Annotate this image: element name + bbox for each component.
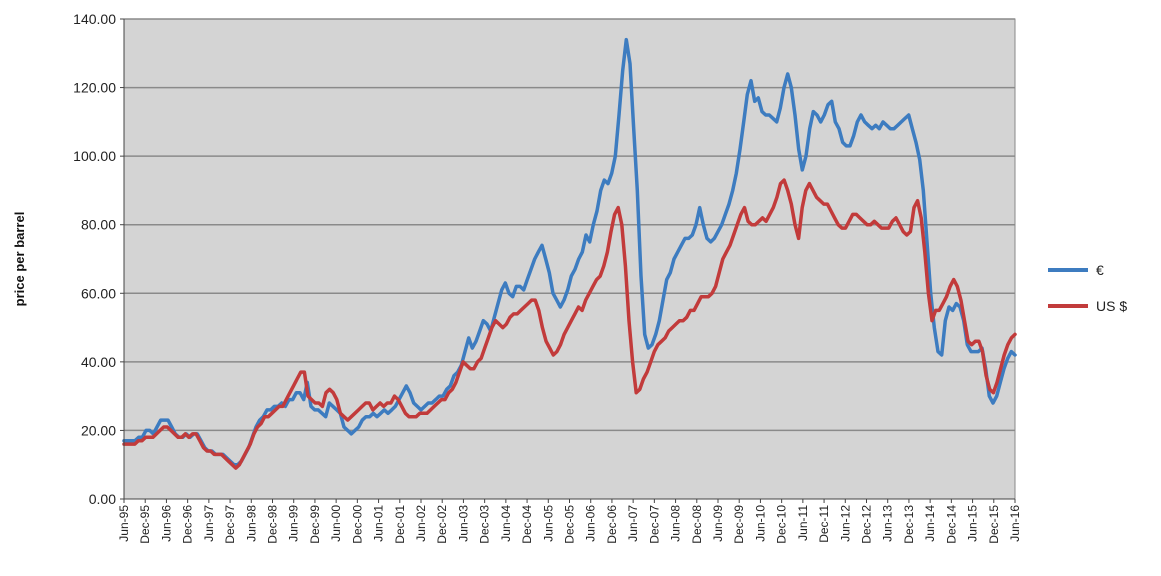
y-tick-label: 0.00 [89, 491, 116, 507]
y-tick-label: 20.00 [81, 422, 116, 438]
x-tick-label: Dec-08 [690, 505, 704, 544]
grid-lines [124, 18, 1015, 432]
x-tick-label: Jun-96 [159, 505, 173, 542]
y-tick-label: 120.00 [73, 80, 116, 96]
y-tick-label: 100.00 [73, 148, 116, 164]
x-tick-label: Jun-14 [923, 505, 937, 542]
x-tick-label: Dec-99 [308, 505, 322, 544]
x-tick-label: Dec-15 [987, 505, 1001, 544]
x-tick-label: Jun-03 [456, 505, 470, 542]
x-tick-label: Dec-14 [944, 505, 958, 544]
x-tick-label: Jun-04 [499, 505, 513, 542]
y-tick-label: 80.00 [81, 217, 116, 233]
x-tick-label: Dec-10 [775, 505, 789, 544]
x-tick-label: Jun-05 [541, 505, 555, 542]
legend: € US $ [1048, 262, 1127, 314]
y-tick-label: 60.00 [81, 285, 116, 301]
x-tick-label: Jun-07 [626, 505, 640, 542]
x-tick-label: Dec-98 [266, 505, 280, 544]
x-tick-label: Dec-12 [860, 505, 874, 544]
x-tick-label: Dec-03 [478, 505, 492, 544]
legend-label-0: € [1096, 262, 1104, 278]
x-tick-label: Jun-09 [711, 505, 725, 542]
x-tick-label: Jun-00 [329, 505, 343, 542]
x-tick-label: Jun-99 [287, 505, 301, 542]
y-tick-label: 140.00 [73, 11, 116, 27]
plot-area [123, 18, 1016, 500]
x-tick-label: Jun-13 [881, 505, 895, 542]
x-tick-label: Dec-13 [902, 505, 916, 544]
series-line-0 [122, 37, 1017, 467]
x-tick-label: Dec-05 [563, 505, 577, 544]
x-tick-label: Jun-11 [796, 505, 810, 541]
legend-label-1: US $ [1096, 298, 1127, 314]
x-tick-label: Dec-02 [435, 505, 449, 544]
x-axis-ticks: Jun-95 Dec-95 Jun-96 Dec-96 Jun-97 Dec-97 Jun-… [117, 499, 1022, 544]
y-axis-ticks: 0.00 20.00 40.00 60.00 80.00 100.00 120.00 140.… [73, 11, 124, 507]
x-tick-label: Dec-00 [350, 505, 364, 544]
x-tick-label: Jun-97 [202, 505, 216, 542]
x-tick-label: Dec-06 [605, 505, 619, 544]
x-tick-label: Jun-10 [753, 505, 767, 542]
x-tick-label: Dec-95 [138, 505, 152, 544]
x-tick-label: Jun-08 [669, 505, 683, 542]
x-tick-label: Dec-11 [817, 505, 831, 543]
x-tick-label: Dec-96 [181, 505, 195, 544]
x-tick-label: Dec-01 [393, 505, 407, 544]
x-tick-label: Jun-15 [966, 505, 980, 542]
x-tick-label: Jun-01 [372, 505, 386, 542]
x-tick-label: Jun-98 [244, 505, 258, 542]
x-tick-label: Dec-09 [732, 505, 746, 544]
x-tick-label: Jun-12 [838, 505, 852, 542]
x-tick-label: Dec-07 [647, 505, 661, 544]
x-tick-label: Jun-16 [1008, 505, 1022, 542]
series-line-1 [122, 178, 1017, 470]
series-lines [122, 37, 1017, 470]
x-tick-label: Jun-95 [117, 505, 131, 542]
x-tick-label: Dec-04 [520, 505, 534, 544]
x-tick-label: Jun-06 [584, 505, 598, 542]
y-axis-label: price per barrel [12, 212, 27, 307]
x-tick-label: Jun-02 [414, 505, 428, 542]
axes [123, 19, 1015, 500]
y-tick-label: 40.00 [81, 354, 116, 370]
x-tick-label: Dec-97 [223, 505, 237, 544]
